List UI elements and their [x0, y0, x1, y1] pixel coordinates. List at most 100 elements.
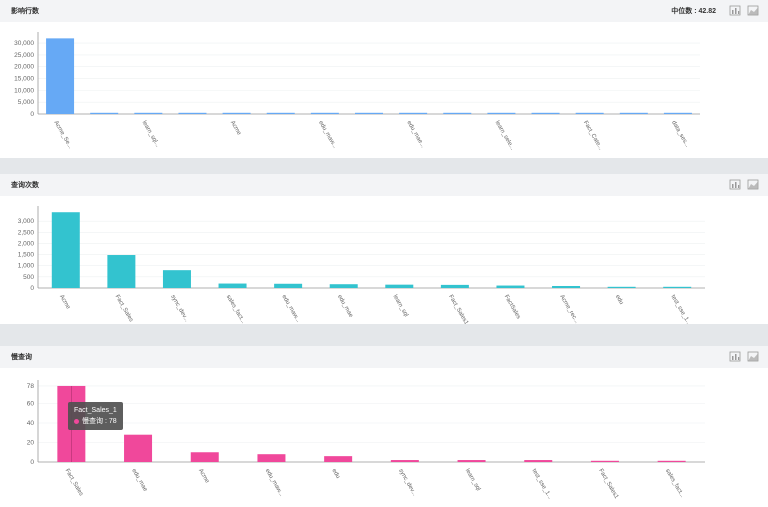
bar[interactable] — [457, 460, 486, 462]
bar[interactable] — [190, 452, 219, 462]
y-tick-label: 3,000 — [18, 218, 35, 225]
rows-affected-chart: 0 5,000 10,000 15,000 20,000 25,000 30,000 Acme… — [14, 32, 700, 152]
bar[interactable] — [162, 270, 191, 288]
bar[interactable] — [324, 456, 353, 462]
y-tick-label: 25,000 — [14, 52, 34, 59]
y-tick-label: 30,000 — [14, 40, 34, 47]
x-tick-label: Fact_Cate... — [582, 120, 604, 152]
bar[interactable] — [590, 460, 619, 462]
panel-title: 查询次数 — [11, 182, 39, 189]
bar[interactable] — [531, 112, 560, 114]
bar-chart-icon[interactable] — [729, 179, 741, 190]
median-label: 中位数 : 42.82 — [671, 8, 716, 15]
slow-query-chart: 0 20 40 60 78 Fact_Sales edu_mae Acme edu_maw...… — [27, 380, 705, 501]
x-tick-label: edu — [614, 294, 624, 306]
bar[interactable] — [496, 285, 525, 288]
bar[interactable] — [619, 112, 648, 114]
bar[interactable] — [552, 285, 581, 288]
x-tick-label: edu_maw... — [317, 120, 338, 150]
bar[interactable] — [487, 112, 516, 114]
x-tick-label: edu_mae — [336, 294, 354, 319]
bar[interactable] — [385, 284, 414, 288]
y-tick-label: 500 — [23, 274, 34, 281]
bar[interactable] — [266, 112, 295, 114]
y-tick-label: 60 — [27, 401, 35, 408]
panel-title: 慢查询 — [11, 354, 32, 361]
bar[interactable] — [329, 284, 358, 288]
x-tick-label: Acme — [197, 468, 210, 485]
query-count-panel: 查询次数 0 500 1,000 1,500 2,000 2,500 3,000 Acme Fa… — [0, 174, 768, 324]
area-chart-icon[interactable] — [747, 351, 759, 362]
area-chart-icon[interactable] — [747, 5, 759, 16]
bar[interactable] — [390, 460, 419, 462]
bar[interactable] — [355, 112, 383, 114]
bar[interactable] — [257, 454, 286, 462]
x-tick-label: edu — [330, 468, 340, 480]
x-tick-label: edu_maw... — [280, 294, 301, 324]
y-tick-label: 10,000 — [14, 87, 34, 94]
bar[interactable] — [46, 38, 75, 115]
bar[interactable] — [657, 460, 686, 462]
bar[interactable] — [663, 112, 692, 114]
bar[interactable] — [310, 112, 339, 114]
bar[interactable] — [575, 112, 604, 114]
bar[interactable] — [607, 286, 636, 288]
bar[interactable] — [124, 434, 153, 462]
series-dot-icon — [74, 418, 79, 424]
x-tick-label: learn_sql — [392, 294, 409, 318]
y-tick-label: 15,000 — [14, 76, 34, 83]
x-tick-label: test_sse_1... — [531, 468, 553, 501]
bar[interactable] — [178, 112, 207, 114]
x-tick-label: test_sse_1... — [669, 294, 691, 324]
tooltip-value: 慢查询 : 78 — [82, 418, 117, 425]
chart-tooltip: Fact_Sales_1 慢查询 : 78 — [68, 402, 123, 430]
y-tick-label: 40 — [27, 420, 35, 427]
area-chart-icon[interactable] — [747, 179, 759, 190]
x-tick-label: learn_sql... — [141, 120, 161, 149]
tooltip-title: Fact_Sales_1 — [74, 407, 117, 414]
bar[interactable] — [274, 283, 303, 288]
y-tick-label: 5,000 — [18, 99, 35, 106]
bar[interactable] — [399, 112, 428, 114]
rows-affected-panel: 影响行数 中位数 : 42.82 0 5,000 10,000 15,000 20,00… — [0, 0, 768, 158]
x-tick-label: Acme — [58, 294, 71, 311]
x-tick-label: sync_dev... — [397, 468, 417, 497]
y-tick-label: 0 — [30, 111, 34, 118]
y-tick-label: 1,000 — [18, 263, 35, 270]
y-tick-label: 20,000 — [14, 64, 34, 71]
y-tick-label: 20 — [27, 440, 35, 447]
y-tick-label: 1,500 — [18, 252, 35, 259]
x-tick-label: edu_maw... — [264, 468, 285, 498]
bar[interactable] — [51, 212, 80, 288]
bar[interactable] — [222, 112, 251, 114]
bar[interactable] — [663, 286, 692, 288]
x-tick-label: edu_mae... — [405, 120, 425, 149]
x-tick-label: sync_dev... — [169, 294, 189, 323]
bar[interactable] — [218, 283, 247, 288]
x-tick-label: Fact_Sales1 — [447, 294, 469, 324]
x-tick-label: learn_sele... — [494, 120, 516, 152]
x-tick-label: Acme_Se... — [52, 120, 73, 150]
y-tick-label: 2,000 — [18, 240, 35, 247]
y-tick-label: 0 — [30, 459, 34, 466]
bar[interactable] — [90, 112, 119, 114]
bar-chart-icon[interactable] — [729, 351, 741, 362]
x-tick-label: edu_mae — [130, 468, 148, 493]
panel-header: 影响行数 中位数 : 42.82 — [0, 0, 768, 22]
bar[interactable] — [443, 112, 472, 114]
y-tick-label: 0 — [30, 285, 34, 292]
x-tick-label: Fact_Sales1 — [597, 468, 619, 500]
query-count-chart: 0 500 1,000 1,500 2,000 2,500 3,000 Acme Fact_Sa… — [18, 206, 705, 324]
slow-query-panel: 慢查询 0 20 40 60 78 Fact_Sales edu_mae Acme edu_ma… — [0, 346, 768, 507]
panel-header: 查询次数 — [0, 174, 768, 196]
tooltip-value-row: 慢查询 : 78 — [74, 416, 117, 427]
panel-header: 慢查询 — [0, 346, 768, 368]
bar-chart-icon[interactable] — [729, 5, 741, 16]
x-tick-label: learn_sql — [464, 468, 481, 492]
bar[interactable] — [134, 112, 163, 114]
bar[interactable] — [524, 460, 553, 462]
bar[interactable] — [440, 284, 469, 288]
bar[interactable] — [107, 255, 136, 288]
y-tick-label: 2,500 — [18, 229, 35, 236]
panel-title: 影响行数 — [11, 8, 39, 15]
